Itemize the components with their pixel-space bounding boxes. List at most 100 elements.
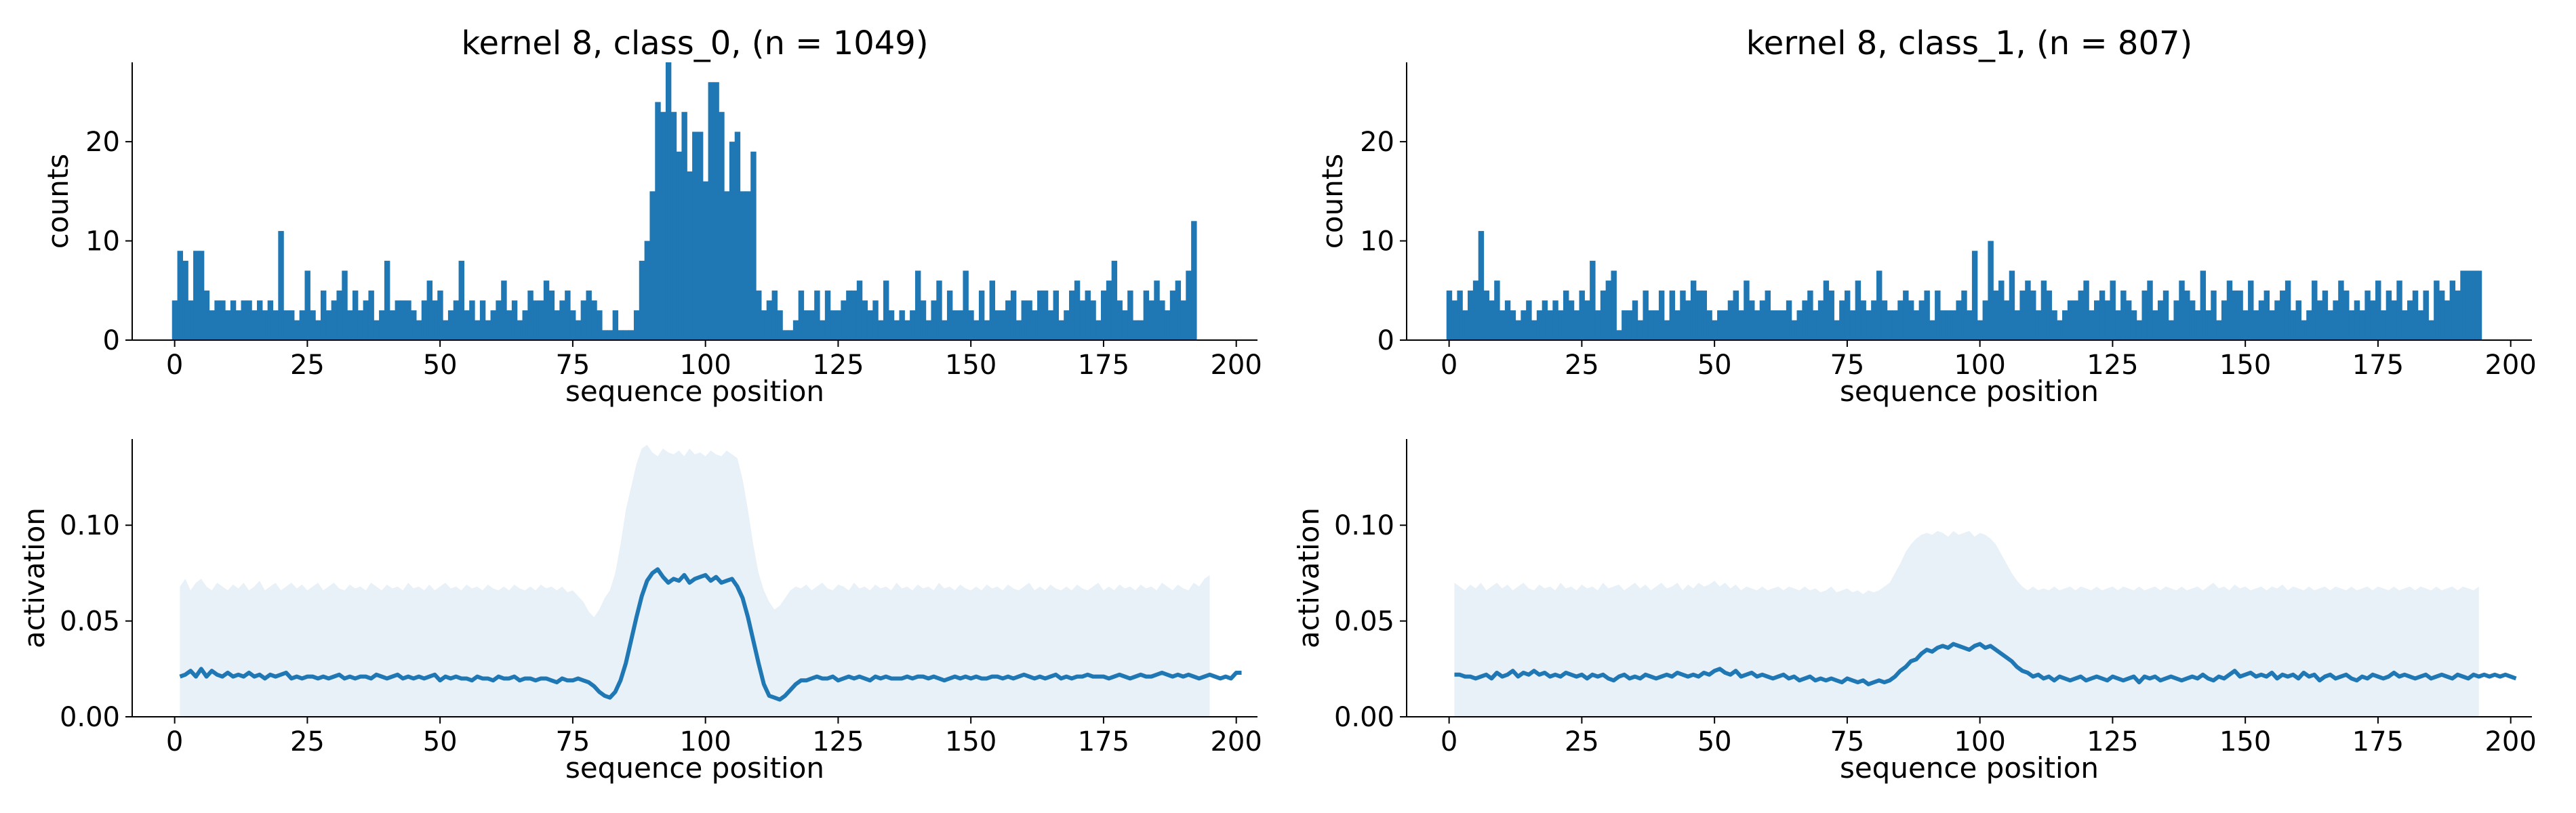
bar xyxy=(676,151,683,341)
bar xyxy=(1510,310,1516,340)
bar xyxy=(1796,310,1803,340)
bar xyxy=(548,290,555,340)
bar xyxy=(177,251,183,340)
bar xyxy=(220,300,226,340)
bar xyxy=(2306,310,2312,340)
bar xyxy=(1164,310,1171,340)
bar xyxy=(904,320,910,340)
bar xyxy=(405,300,411,340)
bar xyxy=(357,310,364,340)
bar xyxy=(2348,310,2355,340)
bar xyxy=(745,191,751,340)
y-tick-label: 20 xyxy=(1360,127,1394,158)
bar xyxy=(2009,270,2015,340)
bar xyxy=(469,300,475,340)
bar xyxy=(363,300,369,340)
bar xyxy=(1881,300,1888,340)
x-tick-label: 125 xyxy=(812,726,864,757)
bar xyxy=(946,290,953,340)
bar xyxy=(2476,270,2482,340)
bar xyxy=(1584,300,1590,340)
bar xyxy=(2280,290,2286,340)
bar xyxy=(899,310,905,340)
bar xyxy=(1680,290,1686,340)
bar xyxy=(1781,310,1787,340)
bar xyxy=(575,320,582,340)
bar xyxy=(1064,310,1070,340)
bar xyxy=(2173,300,2179,340)
bar xyxy=(830,310,837,340)
chart-title: kernel 8, class_1, (n = 807) xyxy=(1746,24,2193,62)
bar xyxy=(1685,300,1691,340)
bar xyxy=(952,310,959,340)
bar xyxy=(978,290,985,340)
bar xyxy=(426,280,433,340)
bar xyxy=(1754,310,1760,340)
bar xyxy=(1563,290,1569,340)
bar xyxy=(543,280,550,340)
x-axis-label: sequence position xyxy=(565,375,824,408)
bar xyxy=(1015,320,1022,340)
bar xyxy=(1138,320,1144,340)
bar xyxy=(1791,320,1798,340)
bar xyxy=(1626,310,1633,340)
bar xyxy=(1531,320,1537,340)
bar xyxy=(1749,300,1755,340)
bar xyxy=(740,191,746,340)
bar xyxy=(2131,310,2137,340)
bar xyxy=(2062,310,2068,340)
bar xyxy=(2014,310,2020,340)
x-tick-label: 25 xyxy=(290,350,325,381)
bar xyxy=(2200,270,2207,340)
bar xyxy=(792,320,799,340)
bar xyxy=(1148,300,1154,340)
x-tick-label: 25 xyxy=(290,726,325,757)
bar xyxy=(2035,310,2042,340)
bar xyxy=(2285,280,2291,340)
bar xyxy=(411,310,417,340)
bar xyxy=(1000,310,1006,340)
bar xyxy=(601,330,608,340)
bar xyxy=(246,300,252,340)
x-axis-label: sequence position xyxy=(1840,751,2099,785)
bar xyxy=(2078,290,2084,340)
series-line xyxy=(179,567,1242,702)
x-tick-label: 100 xyxy=(679,726,731,757)
bar xyxy=(2162,290,2169,340)
bar xyxy=(766,300,773,340)
bar xyxy=(2301,320,2307,340)
bar xyxy=(1913,310,1920,340)
x-tick-label: 125 xyxy=(2087,350,2138,381)
bar xyxy=(914,270,921,340)
bar xyxy=(2444,300,2451,340)
bar xyxy=(2322,290,2329,340)
bar xyxy=(1834,320,1840,340)
bar xyxy=(963,270,969,340)
bar xyxy=(1005,300,1011,340)
bar xyxy=(1727,300,1734,340)
bar xyxy=(1643,290,1649,340)
bar xyxy=(1802,300,1808,340)
chart-panel-2: 0 25 50 75 100 125 150 175 200 0 10 20 sequence posi… xyxy=(1316,24,2537,408)
x-tick-label: 125 xyxy=(2087,726,2138,757)
bar xyxy=(1090,300,1096,340)
bar xyxy=(1860,300,1866,340)
bar xyxy=(310,310,316,340)
bar xyxy=(872,300,879,340)
bar xyxy=(1998,280,2005,340)
bar xyxy=(1552,300,1558,340)
bar xyxy=(2338,280,2344,340)
bar xyxy=(2179,280,2185,340)
x-tick-label: 200 xyxy=(2484,726,2536,757)
bar xyxy=(288,310,295,340)
bar xyxy=(225,310,231,340)
bar xyxy=(856,280,863,340)
bar xyxy=(1706,310,1712,340)
bar xyxy=(2407,300,2413,340)
bar xyxy=(1744,280,1750,340)
bar xyxy=(1924,290,1930,340)
bar xyxy=(262,310,268,340)
bar xyxy=(522,310,528,340)
bar xyxy=(782,330,788,340)
bar xyxy=(655,102,661,340)
